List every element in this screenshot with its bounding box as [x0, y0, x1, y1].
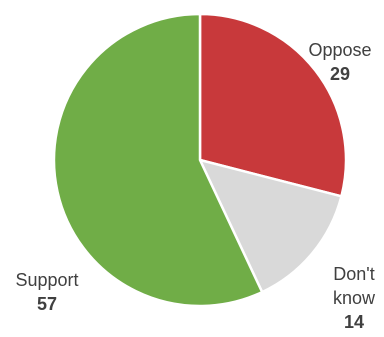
slice-category-label: Don't: [333, 264, 374, 284]
slice-label-group: Oppose 29: [308, 40, 371, 84]
pie-slice-support: [52, 12, 264, 308]
slice-value-label: 57: [37, 294, 57, 314]
slice-labels: Oppose 29 Don't know 14 Support 57: [15, 40, 376, 332]
slice-value-label: 14: [344, 312, 364, 332]
pie-slice-don-t-know: [198, 158, 343, 294]
pie-slice-oppose: [198, 12, 348, 198]
slice-category-label: Oppose: [308, 40, 371, 60]
slice-label-group: Support 57: [15, 270, 78, 314]
slice-category-label: Support: [15, 270, 78, 290]
slice-label-group: Don't know 14: [333, 264, 376, 332]
slice-value-label: 29: [330, 64, 350, 84]
pie-slices: [52, 12, 348, 308]
slice-category-label: know: [333, 288, 376, 308]
